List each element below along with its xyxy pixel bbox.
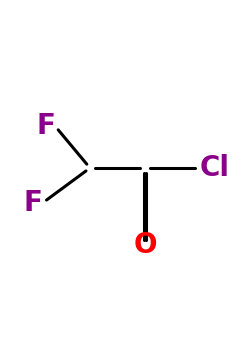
Text: F: F: [36, 112, 55, 140]
Text: F: F: [24, 189, 42, 217]
Text: Cl: Cl: [200, 154, 230, 182]
Text: O: O: [133, 231, 157, 259]
